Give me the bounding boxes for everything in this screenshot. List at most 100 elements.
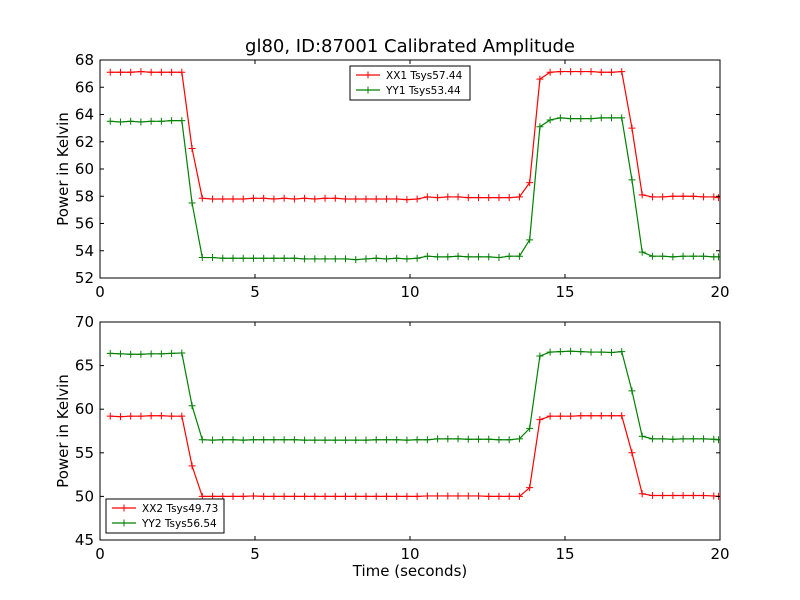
top-data-point-marker: [618, 114, 626, 122]
top-data-point-marker: [679, 252, 687, 260]
bottom-data-point-marker: [464, 435, 472, 443]
bottom-y-tick-label: 45: [75, 531, 94, 549]
top-data-point-marker: [331, 194, 339, 202]
top-data-point-marker: [628, 176, 636, 184]
top-data-point-marker: [137, 68, 145, 76]
top-data-point-marker: [198, 194, 206, 202]
bottom-data-point-marker: [331, 492, 339, 500]
top-data-point-marker: [495, 254, 503, 262]
top-data-point-marker: [311, 195, 319, 203]
top-data-point-marker: [659, 252, 667, 260]
bottom-data-point-marker: [556, 412, 564, 420]
bottom-data-point-marker: [372, 436, 380, 444]
bottom-data-point-marker: [546, 412, 554, 420]
bottom-legend: XX2 Tsys49.73 YY2 Tsys56.54: [105, 498, 225, 534]
bottom-y-tick-label: 70: [75, 313, 94, 331]
top-data-point-marker: [106, 117, 114, 125]
top-data-point-marker: [587, 68, 595, 76]
top-legend-box: [349, 65, 471, 101]
top-data-point-marker: [567, 115, 575, 123]
top-data-point-marker: [219, 195, 227, 203]
bottom-data-point-marker: [393, 492, 401, 500]
bottom-data-point-marker: [444, 435, 452, 443]
top-data-point-marker: [495, 194, 503, 202]
top-data-point-marker: [342, 195, 350, 203]
bottom-data-point-marker: [679, 492, 687, 500]
bottom-data-point-marker: [147, 412, 155, 420]
top-data-point-marker: [270, 254, 278, 262]
top-data-point-marker: [198, 254, 206, 262]
top-y-tick-label: 66: [75, 78, 94, 96]
bottom-data-point-marker: [689, 435, 697, 443]
bottom-data-point-marker: [311, 436, 319, 444]
bottom-data-point-marker: [393, 436, 401, 444]
bottom-x-tick-label: 10: [400, 545, 419, 563]
top-data-point-marker: [249, 254, 257, 262]
top-data-point-marker: [188, 145, 196, 153]
bottom-data-point-marker: [178, 412, 186, 420]
bottom-data-point-marker: [577, 348, 585, 356]
top-data-point-marker: [178, 68, 186, 76]
bottom-data-point-marker: [239, 436, 247, 444]
bottom-y-tick-label: 55: [75, 444, 94, 462]
top-data-point-marker: [403, 196, 411, 204]
top-data-point-marker: [577, 68, 585, 76]
bottom-data-point-marker: [321, 492, 329, 500]
top-data-point-marker: [475, 194, 483, 202]
top-data-point-marker: [301, 194, 309, 202]
top-data-point-marker: [505, 194, 513, 202]
top-data-point-marker: [648, 193, 656, 201]
top-data-point-marker: [485, 194, 493, 202]
top-data-point-marker: [423, 193, 431, 201]
bottom-data-point-marker: [168, 349, 176, 357]
bottom-data-point-marker: [280, 492, 288, 500]
bottom-data-point-marker: [168, 412, 176, 420]
top-legend: XX1 Tsys57.44 YY1 Tsys53.44: [349, 65, 471, 101]
top-data-point-marker: [444, 253, 452, 261]
bottom-data-point-marker: [137, 412, 145, 420]
top-data-point-marker: [669, 253, 677, 261]
bottom-data-point-marker: [700, 492, 708, 500]
top-data-point-marker: [301, 255, 309, 263]
bottom-data-point-marker: [413, 436, 421, 444]
top-data-point-marker: [464, 194, 472, 202]
bottom-data-point-marker: [597, 412, 605, 420]
bottom-data-point-marker: [536, 416, 544, 424]
bottom-legend-entry-2: YY2 Tsys56.54: [141, 518, 217, 530]
top-data-point-marker: [147, 68, 155, 76]
top-x-tick-label: 5: [250, 283, 260, 301]
top-data-point-marker: [597, 114, 605, 122]
bottom-data-point-marker: [485, 435, 493, 443]
bottom-legend-marker: [120, 504, 128, 512]
top-data-point-marker: [608, 68, 615, 76]
bottom-data-point-marker: [382, 492, 390, 500]
bottom-data-point-marker: [556, 348, 564, 356]
top-data-point-marker: [116, 68, 124, 76]
bottom-data-point-marker: [659, 492, 667, 500]
top-data-point-marker: [116, 118, 124, 126]
bottom-data-point-marker: [382, 436, 390, 444]
top-data-point-marker: [454, 193, 462, 201]
bottom-data-point-marker: [659, 435, 667, 443]
bottom-data-point-marker: [106, 349, 114, 357]
bottom-data-point-marker: [260, 436, 268, 444]
bottom-data-point-marker: [618, 348, 626, 356]
top-data-point-marker: [608, 114, 615, 122]
top-data-point-marker: [679, 192, 687, 200]
top-data-point-marker: [587, 115, 595, 123]
bottom-data-point-marker: [331, 436, 339, 444]
bottom-data-point-marker: [628, 449, 636, 457]
top-data-point-marker: [168, 117, 176, 125]
top-data-point-marker: [536, 75, 544, 83]
top-x-tick-label: 20: [710, 283, 729, 301]
top-data-point-marker: [710, 193, 718, 201]
top-data-point-marker: [505, 252, 513, 260]
top-data-point-marker: [597, 68, 605, 76]
bottom-data-point-marker: [505, 492, 513, 500]
bottom-x-tick-label: 5: [250, 545, 260, 563]
bottom-data-point-marker: [577, 412, 585, 420]
bottom-data-point-marker: [403, 436, 411, 444]
bottom-data-point-marker: [260, 492, 268, 500]
bottom-data-point-marker: [567, 412, 575, 420]
bottom-data-point-marker: [178, 349, 186, 357]
